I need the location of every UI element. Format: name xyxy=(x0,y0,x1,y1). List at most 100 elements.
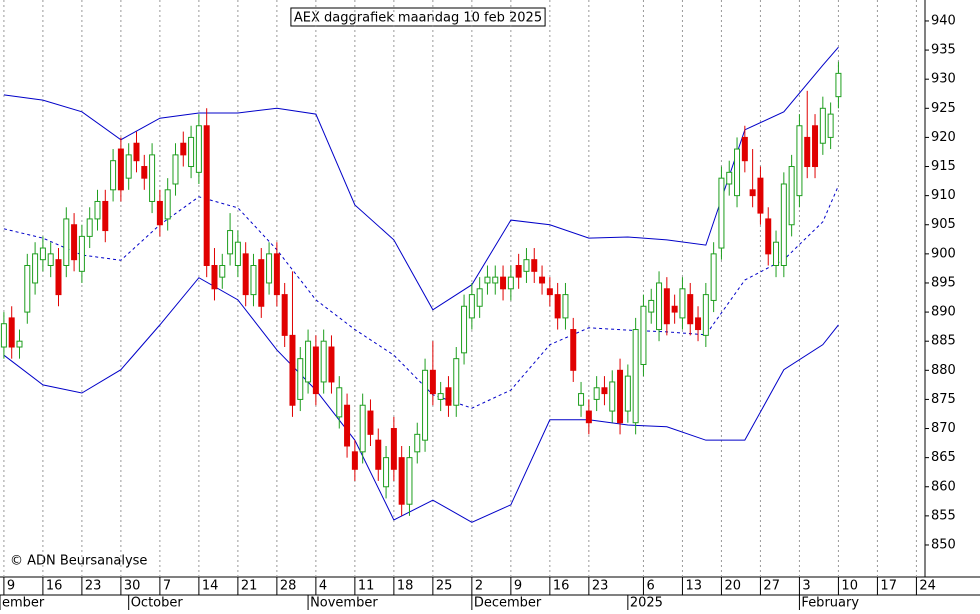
candle-body xyxy=(71,224,78,261)
candle-body xyxy=(39,247,46,261)
candle-body xyxy=(570,329,577,371)
candle-body xyxy=(149,154,156,202)
candle-body xyxy=(445,387,452,406)
x-tick-label: 28 xyxy=(280,579,297,594)
candle-body xyxy=(0,323,7,348)
y-tick-label: 875 xyxy=(931,392,956,407)
candle-body xyxy=(702,294,709,336)
candle-body xyxy=(32,253,39,284)
candle-body xyxy=(578,393,585,406)
candle-body xyxy=(632,329,639,424)
candle-body xyxy=(461,305,468,354)
candle-body xyxy=(328,346,335,383)
candle-body xyxy=(86,218,93,237)
candle-body xyxy=(468,294,475,319)
candle-body xyxy=(78,235,85,272)
x-tick-label: 17 xyxy=(880,579,897,594)
candle-body xyxy=(765,218,772,255)
chart-title: AEX daggrafiek maandag 10 feb 2025 xyxy=(294,11,542,26)
candle-body xyxy=(24,265,31,313)
y-tick-label: 925 xyxy=(931,101,956,116)
candle-body xyxy=(671,305,678,313)
candle-body xyxy=(663,288,670,325)
candle-body xyxy=(601,387,608,395)
candle-body xyxy=(476,288,483,307)
candle-body xyxy=(515,265,522,278)
x-tick-label: 2 xyxy=(475,579,483,594)
candle-body xyxy=(812,125,819,168)
x-tick-label: 9 xyxy=(7,579,15,594)
candle-body xyxy=(531,259,538,272)
candle-body xyxy=(734,148,741,197)
copyright: © ADN Beursanalyse xyxy=(10,554,147,569)
candle-body xyxy=(16,340,23,348)
month-label: November xyxy=(310,596,378,611)
candle-body xyxy=(195,125,202,173)
x-tick-label: 25 xyxy=(436,579,453,594)
candle-body xyxy=(125,154,132,179)
y-tick-label: 885 xyxy=(931,334,956,349)
month-label: 2025 xyxy=(630,596,663,611)
candle-body xyxy=(398,457,405,505)
candle-body xyxy=(695,317,702,331)
candle-body xyxy=(437,393,444,400)
candle-body xyxy=(211,265,218,290)
candle-body xyxy=(273,253,280,296)
candle-body xyxy=(63,218,70,267)
x-tick-label: 23 xyxy=(592,579,609,594)
candle-body xyxy=(289,334,296,406)
candle-body xyxy=(788,166,795,226)
candle-body xyxy=(562,294,569,319)
y-tick-label: 860 xyxy=(931,479,956,494)
y-tick-label: 940 xyxy=(931,13,956,28)
x-tick-label: 3 xyxy=(802,579,810,594)
candle-body xyxy=(726,171,733,185)
y-tick-label: 895 xyxy=(931,275,956,290)
candle-body xyxy=(55,259,62,296)
candle-body xyxy=(773,241,780,267)
candle-body xyxy=(539,276,546,284)
candle-body xyxy=(554,294,561,319)
x-tick-label: 6 xyxy=(646,579,654,594)
candle-body xyxy=(227,230,234,255)
y-tick-label: 935 xyxy=(931,43,956,58)
x-tick-label: 13 xyxy=(685,579,702,594)
x-tick-label: 10 xyxy=(841,579,858,594)
y-tick-label: 865 xyxy=(931,450,956,465)
candle-body xyxy=(336,387,343,418)
candle-body xyxy=(250,265,257,296)
candle-body xyxy=(141,166,148,179)
candle-body xyxy=(492,276,499,284)
candle-body xyxy=(429,369,436,395)
candle-body xyxy=(718,177,725,249)
candle-body xyxy=(266,253,273,284)
month-label: December xyxy=(474,596,542,611)
candle-body xyxy=(500,276,507,290)
x-tick-label: 14 xyxy=(202,579,219,594)
candle-body xyxy=(640,305,647,365)
candle-body xyxy=(827,113,834,138)
month-label: October xyxy=(131,596,184,611)
candle-body xyxy=(367,410,374,435)
candle-body xyxy=(320,340,327,383)
x-tick-label: 30 xyxy=(124,579,141,594)
x-tick-label: 23 xyxy=(85,579,102,594)
candle-body xyxy=(390,428,397,470)
candle-body xyxy=(406,457,413,505)
candle-body xyxy=(819,107,826,144)
candle-body xyxy=(749,189,756,197)
x-tick-label: 11 xyxy=(358,579,375,594)
candle-body xyxy=(164,189,171,220)
month-label: February xyxy=(801,596,859,611)
candle-body xyxy=(835,72,842,98)
candle-body xyxy=(617,369,624,424)
y-tick-label: 880 xyxy=(931,363,956,378)
candle-body xyxy=(156,200,163,226)
x-tick-label: 4 xyxy=(319,579,327,594)
y-tick-label: 910 xyxy=(931,188,956,203)
candle-body xyxy=(804,136,811,168)
candle-body xyxy=(258,259,265,307)
candle-body xyxy=(297,358,304,400)
